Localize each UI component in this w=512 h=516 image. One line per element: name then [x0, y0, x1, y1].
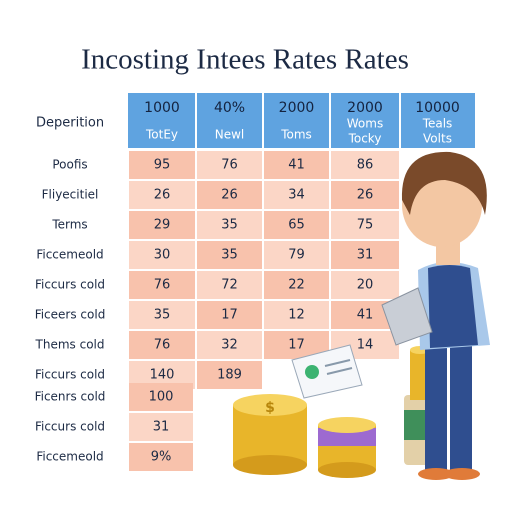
column-header: 2000 — [279, 100, 315, 116]
corner-label: Deperition — [36, 116, 104, 131]
person — [381, 151, 490, 480]
cell-value: 30 — [154, 248, 171, 263]
cell — [197, 301, 262, 329]
row-label: Poofis — [52, 158, 87, 172]
row-label: Thems cold — [35, 338, 105, 352]
cell-value: 20 — [357, 278, 374, 293]
row-label: Fliyecitiel — [42, 188, 99, 202]
cell-value: 189 — [217, 368, 242, 383]
summary-value: 100 — [149, 390, 174, 405]
cell — [331, 211, 399, 239]
row-label: Terms — [51, 218, 87, 232]
cell — [197, 361, 262, 389]
cell-value: 17 — [288, 338, 305, 353]
cell-value: 41 — [288, 158, 305, 173]
cell — [331, 241, 399, 269]
title: Incosting Intees Rates Rates — [81, 44, 409, 76]
summary-cell — [129, 413, 193, 441]
cell — [197, 211, 262, 239]
cell-value: 76 — [154, 338, 171, 353]
cell-value: 65 — [288, 218, 305, 233]
row-label: Ficeers cold — [35, 308, 106, 322]
coin-stack: $ — [233, 346, 442, 478]
cell-value: 31 — [357, 248, 374, 263]
cell-value: 26 — [357, 188, 374, 203]
column-header: Volts — [423, 132, 452, 146]
cell — [197, 181, 262, 209]
row-label: Ficcurs cold — [35, 368, 105, 382]
cell-value: 95 — [154, 158, 171, 173]
cell-value: 41 — [357, 308, 374, 323]
cell — [264, 151, 329, 179]
summary-label: Ficenrs cold — [35, 390, 106, 404]
cell — [129, 211, 195, 239]
cell-value: 29 — [154, 218, 171, 233]
cell-value: 86 — [357, 158, 374, 173]
cell — [197, 241, 262, 269]
svg-text:$: $ — [265, 400, 275, 416]
column-header: Woms — [347, 117, 383, 131]
cell-value: 140 — [150, 368, 175, 383]
cell-value: 22 — [288, 278, 305, 293]
cell-value: 75 — [357, 218, 374, 233]
cell — [264, 241, 329, 269]
cell-value: 72 — [221, 278, 238, 293]
summary-label: Ficcemeold — [36, 450, 103, 464]
cell-value: 76 — [221, 158, 238, 173]
summary-cell — [129, 383, 193, 411]
illustration: $ — [233, 151, 490, 480]
column-header: 10000 — [415, 100, 460, 116]
summary-cell — [129, 443, 193, 471]
header-background — [128, 93, 475, 148]
row-label: Ficcemeold — [36, 248, 103, 262]
cell — [331, 271, 399, 299]
summary-label: Ficcurs cold — [35, 420, 105, 434]
cell — [197, 151, 262, 179]
cell — [331, 151, 399, 179]
cell — [129, 241, 195, 269]
cell-value: 26 — [221, 188, 238, 203]
cell-value: 35 — [221, 218, 238, 233]
cell — [264, 301, 329, 329]
cell-value: 34 — [288, 188, 305, 203]
table: Deperition1000TotEy40%Newl2000Toms2000Wo… — [35, 93, 475, 471]
column-header: Teals — [422, 117, 453, 131]
cell — [264, 211, 329, 239]
cell — [197, 331, 262, 359]
cell-value: 35 — [154, 308, 171, 323]
column-header: TotEy — [145, 128, 178, 142]
column-header: Tocky — [348, 132, 382, 146]
cell-value: 32 — [221, 338, 238, 353]
cell — [331, 181, 399, 209]
cell — [129, 301, 195, 329]
column-header: 40% — [214, 100, 245, 116]
cell — [129, 271, 195, 299]
summary-value: 31 — [153, 420, 170, 435]
cell — [197, 271, 262, 299]
cell-value: 35 — [221, 248, 238, 263]
cell — [264, 271, 329, 299]
cell — [129, 331, 195, 359]
cell-value: 12 — [288, 308, 305, 323]
cell-value: 79 — [288, 248, 305, 263]
row-label: Ficcurs cold — [35, 278, 105, 292]
cell — [129, 181, 195, 209]
column-header: 2000 — [347, 100, 383, 116]
cell-value: 14 — [357, 338, 374, 353]
column-header: Newl — [215, 128, 245, 142]
cell — [129, 151, 195, 179]
column-header: 1000 — [144, 100, 180, 116]
cell-value: 26 — [154, 188, 171, 203]
summary-value: 9% — [151, 450, 172, 465]
document — [291, 344, 363, 399]
cell-value: 17 — [221, 308, 238, 323]
column-header: Toms — [280, 128, 312, 142]
cell-value: 76 — [154, 278, 171, 293]
cell — [264, 181, 329, 209]
